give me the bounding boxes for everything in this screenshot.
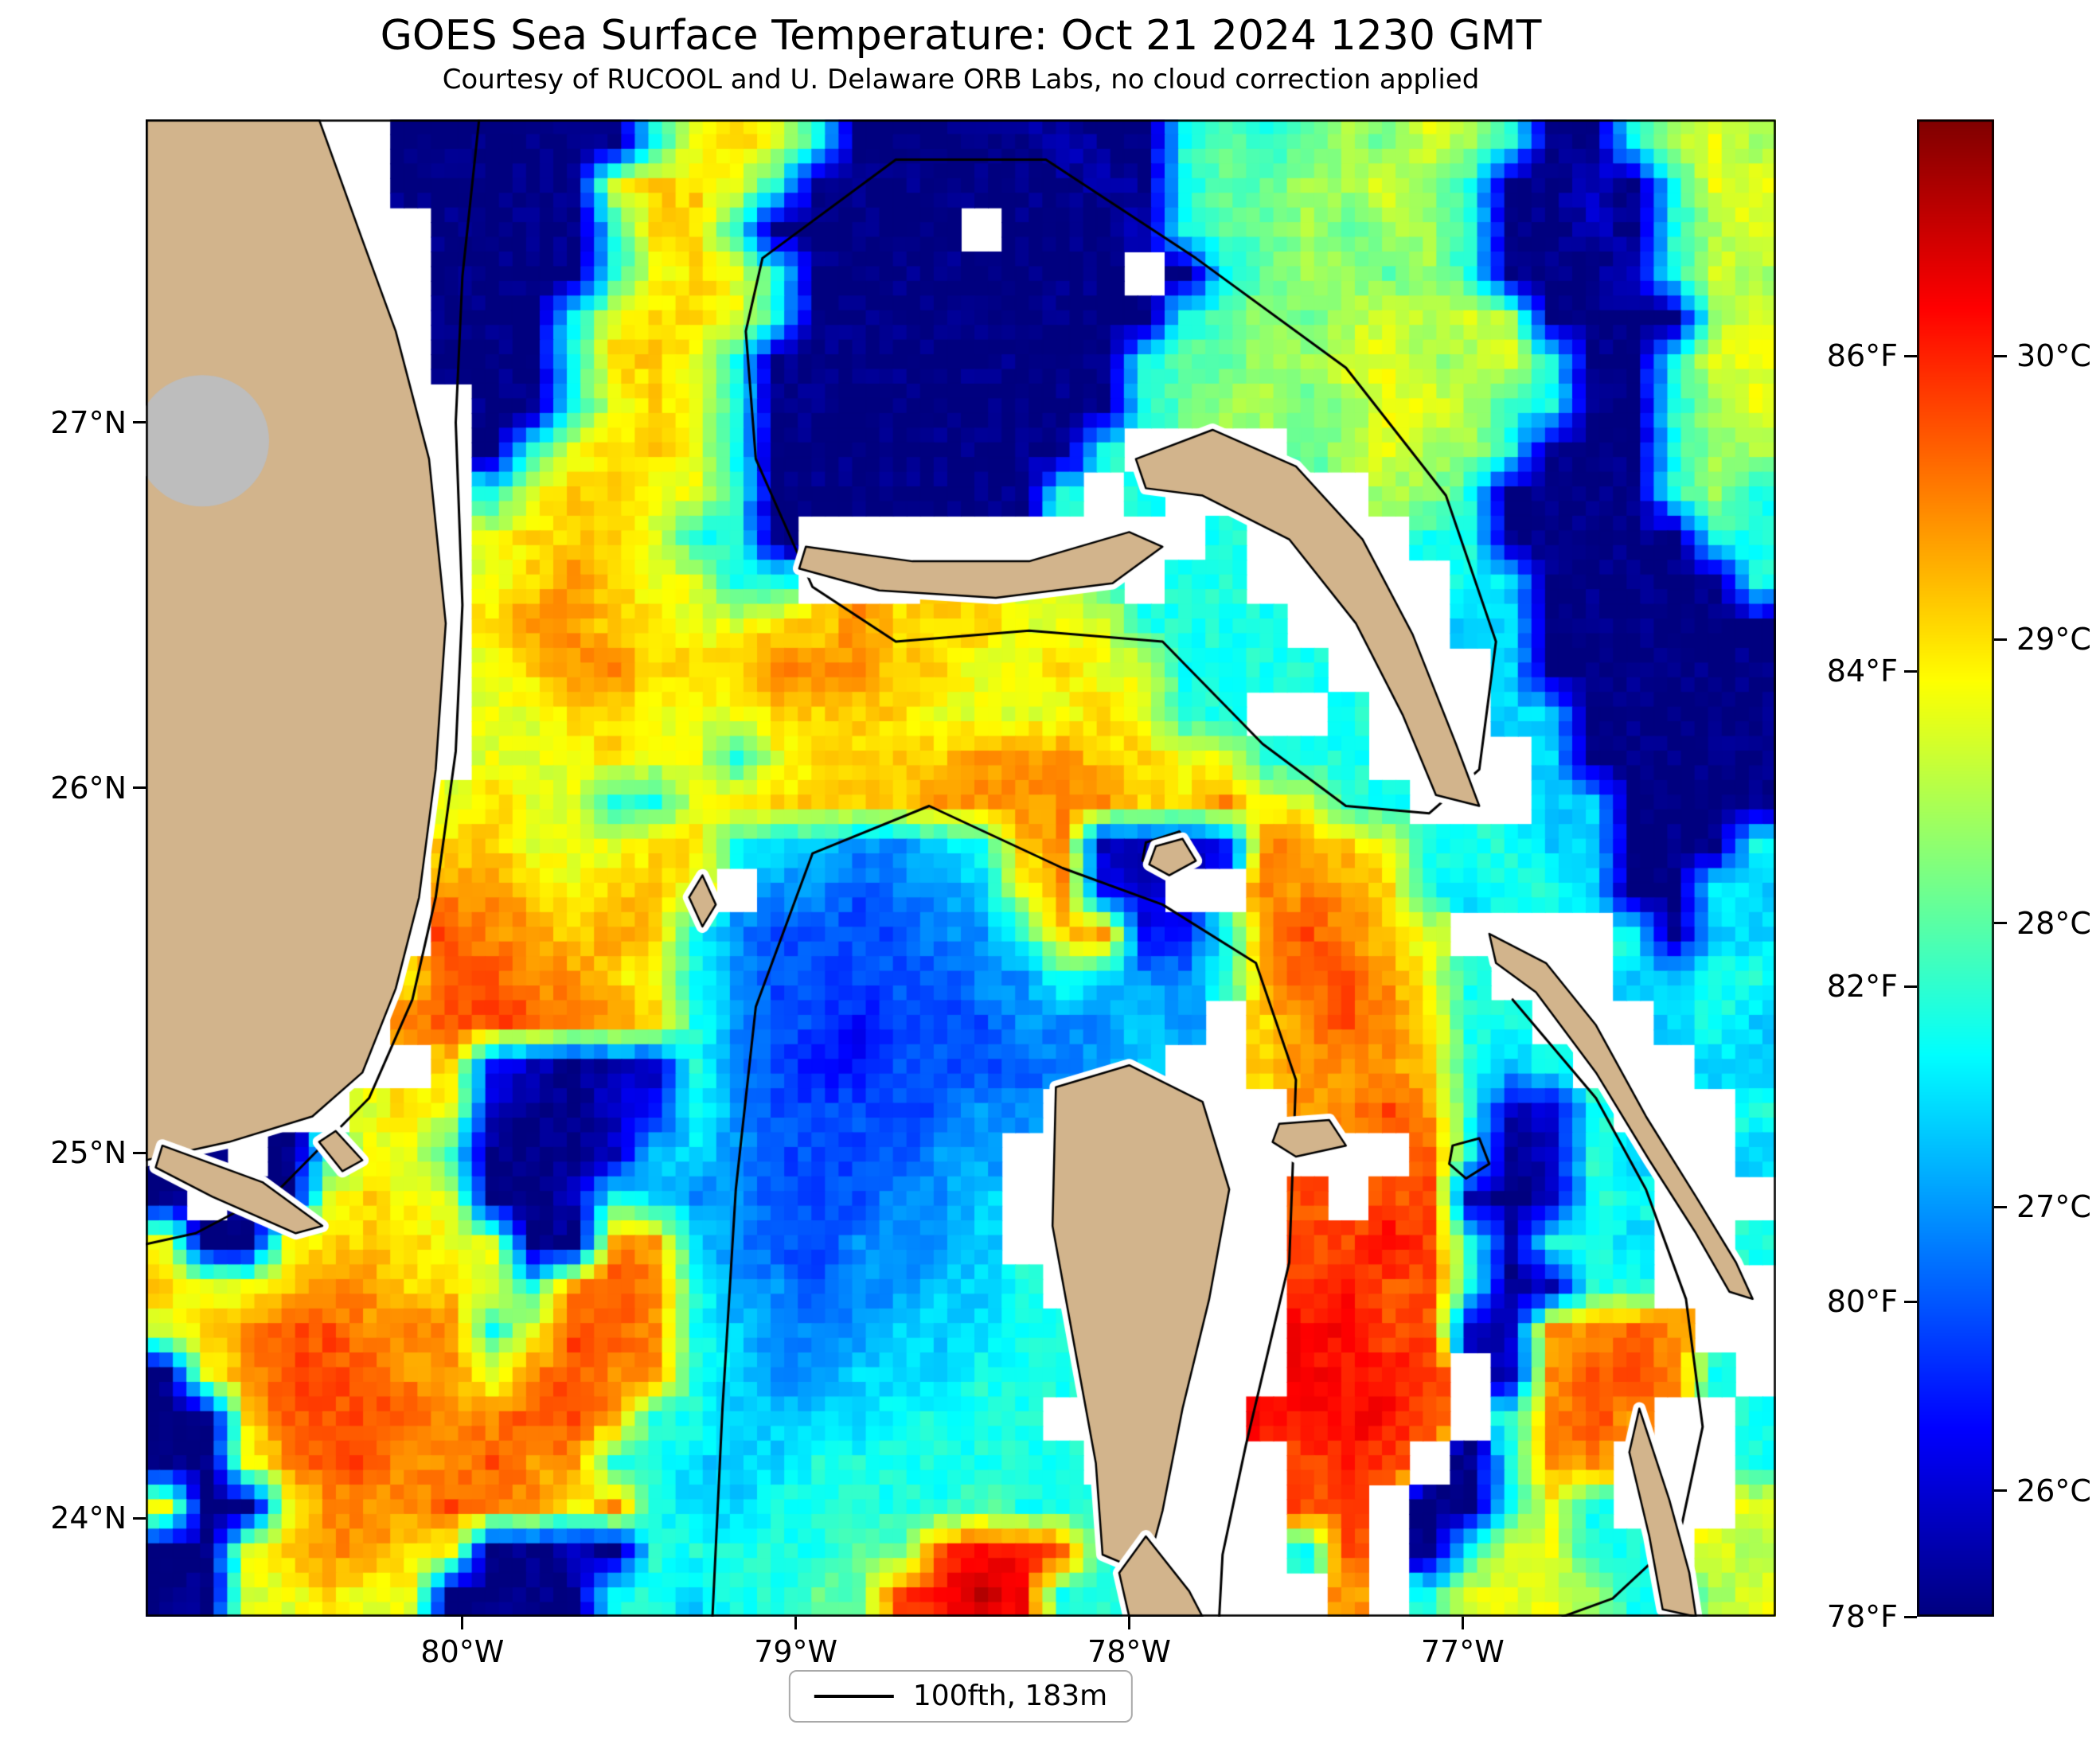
legend: 100fth, 183m (788, 1670, 1134, 1723)
lon-tick-mark (1461, 1617, 1464, 1629)
colorbar-f-tick-label: 86°F (1826, 338, 1898, 373)
colorbar-c-tick-label: 30°C (2016, 338, 2091, 373)
lon-tick-mark (461, 1617, 464, 1629)
colorbar-f-tick-mark (1904, 985, 1917, 988)
colorbar-f-tick-mark (1904, 1615, 1917, 1618)
lon-tick-label: 77°W (1420, 1634, 1505, 1669)
colorbar-c-tick-mark (1994, 354, 2007, 357)
colorbar-c-tick-mark (1994, 1205, 2007, 1208)
colorbar-f-tick-label: 84°F (1826, 654, 1898, 689)
lon-tick-label: 78°W (1087, 1634, 1171, 1669)
lon-tick-mark (794, 1617, 798, 1629)
colorbar-c-tick-label: 29°C (2016, 622, 2091, 658)
colorbar-f-tick-label: 82°F (1826, 969, 1898, 1004)
colorbar-f-tick-mark (1904, 354, 1917, 357)
colorbar-c-tick-label: 28°C (2016, 905, 2091, 941)
colorbar-f-tick-label: 78°F (1826, 1599, 1898, 1634)
colorbar-c-tick-label: 27°C (2016, 1189, 2091, 1225)
chart-subtitle: Courtesy of RUCOOL and U. Delaware ORB L… (442, 64, 1480, 96)
colorbar-c-tick-label: 26°C (2016, 1473, 2091, 1508)
lat-tick-label: 25°N (50, 1135, 127, 1171)
lat-tick-mark (133, 421, 146, 424)
colorbar-f-tick-mark (1904, 1300, 1917, 1303)
sst-map-canvas (146, 119, 1776, 1617)
colorbar: 86°F 84°F 82°F 80°F 78°F 30°C 29°C 28°C 27°C 26°C (1827, 119, 2091, 1634)
chart-title: GOES Sea Surface Temperature: Oct 21 202… (380, 12, 1542, 60)
colorbar-c-tick-mark (1994, 638, 2007, 641)
lat-tick-mark (133, 1151, 146, 1154)
lat-tick-mark (133, 1516, 146, 1520)
colorbar-canvas (1917, 119, 1994, 1617)
lat-tick-label: 27°N (50, 404, 127, 440)
lat-tick-label: 24°N (50, 1500, 127, 1536)
colorbar-f-tick-mark (1904, 669, 1917, 673)
lon-tick-mark (1128, 1617, 1130, 1629)
legend-label: 100fth, 183m (912, 1680, 1108, 1712)
lon-tick-label: 80°W (420, 1634, 505, 1669)
legend-line-sample (814, 1695, 894, 1698)
map-plot-area: 80°W 79°W 78°W 77°W 27°N 26°N 25°N 24°N (50, 119, 1776, 1669)
lat-tick-mark (133, 786, 146, 790)
lon-tick-label: 79°W (754, 1634, 838, 1669)
colorbar-c-tick-mark (1994, 922, 2007, 925)
colorbar-f-tick-label: 80°F (1826, 1284, 1898, 1319)
lat-tick-label: 26°N (50, 770, 127, 806)
colorbar-c-tick-mark (1994, 1489, 2007, 1493)
